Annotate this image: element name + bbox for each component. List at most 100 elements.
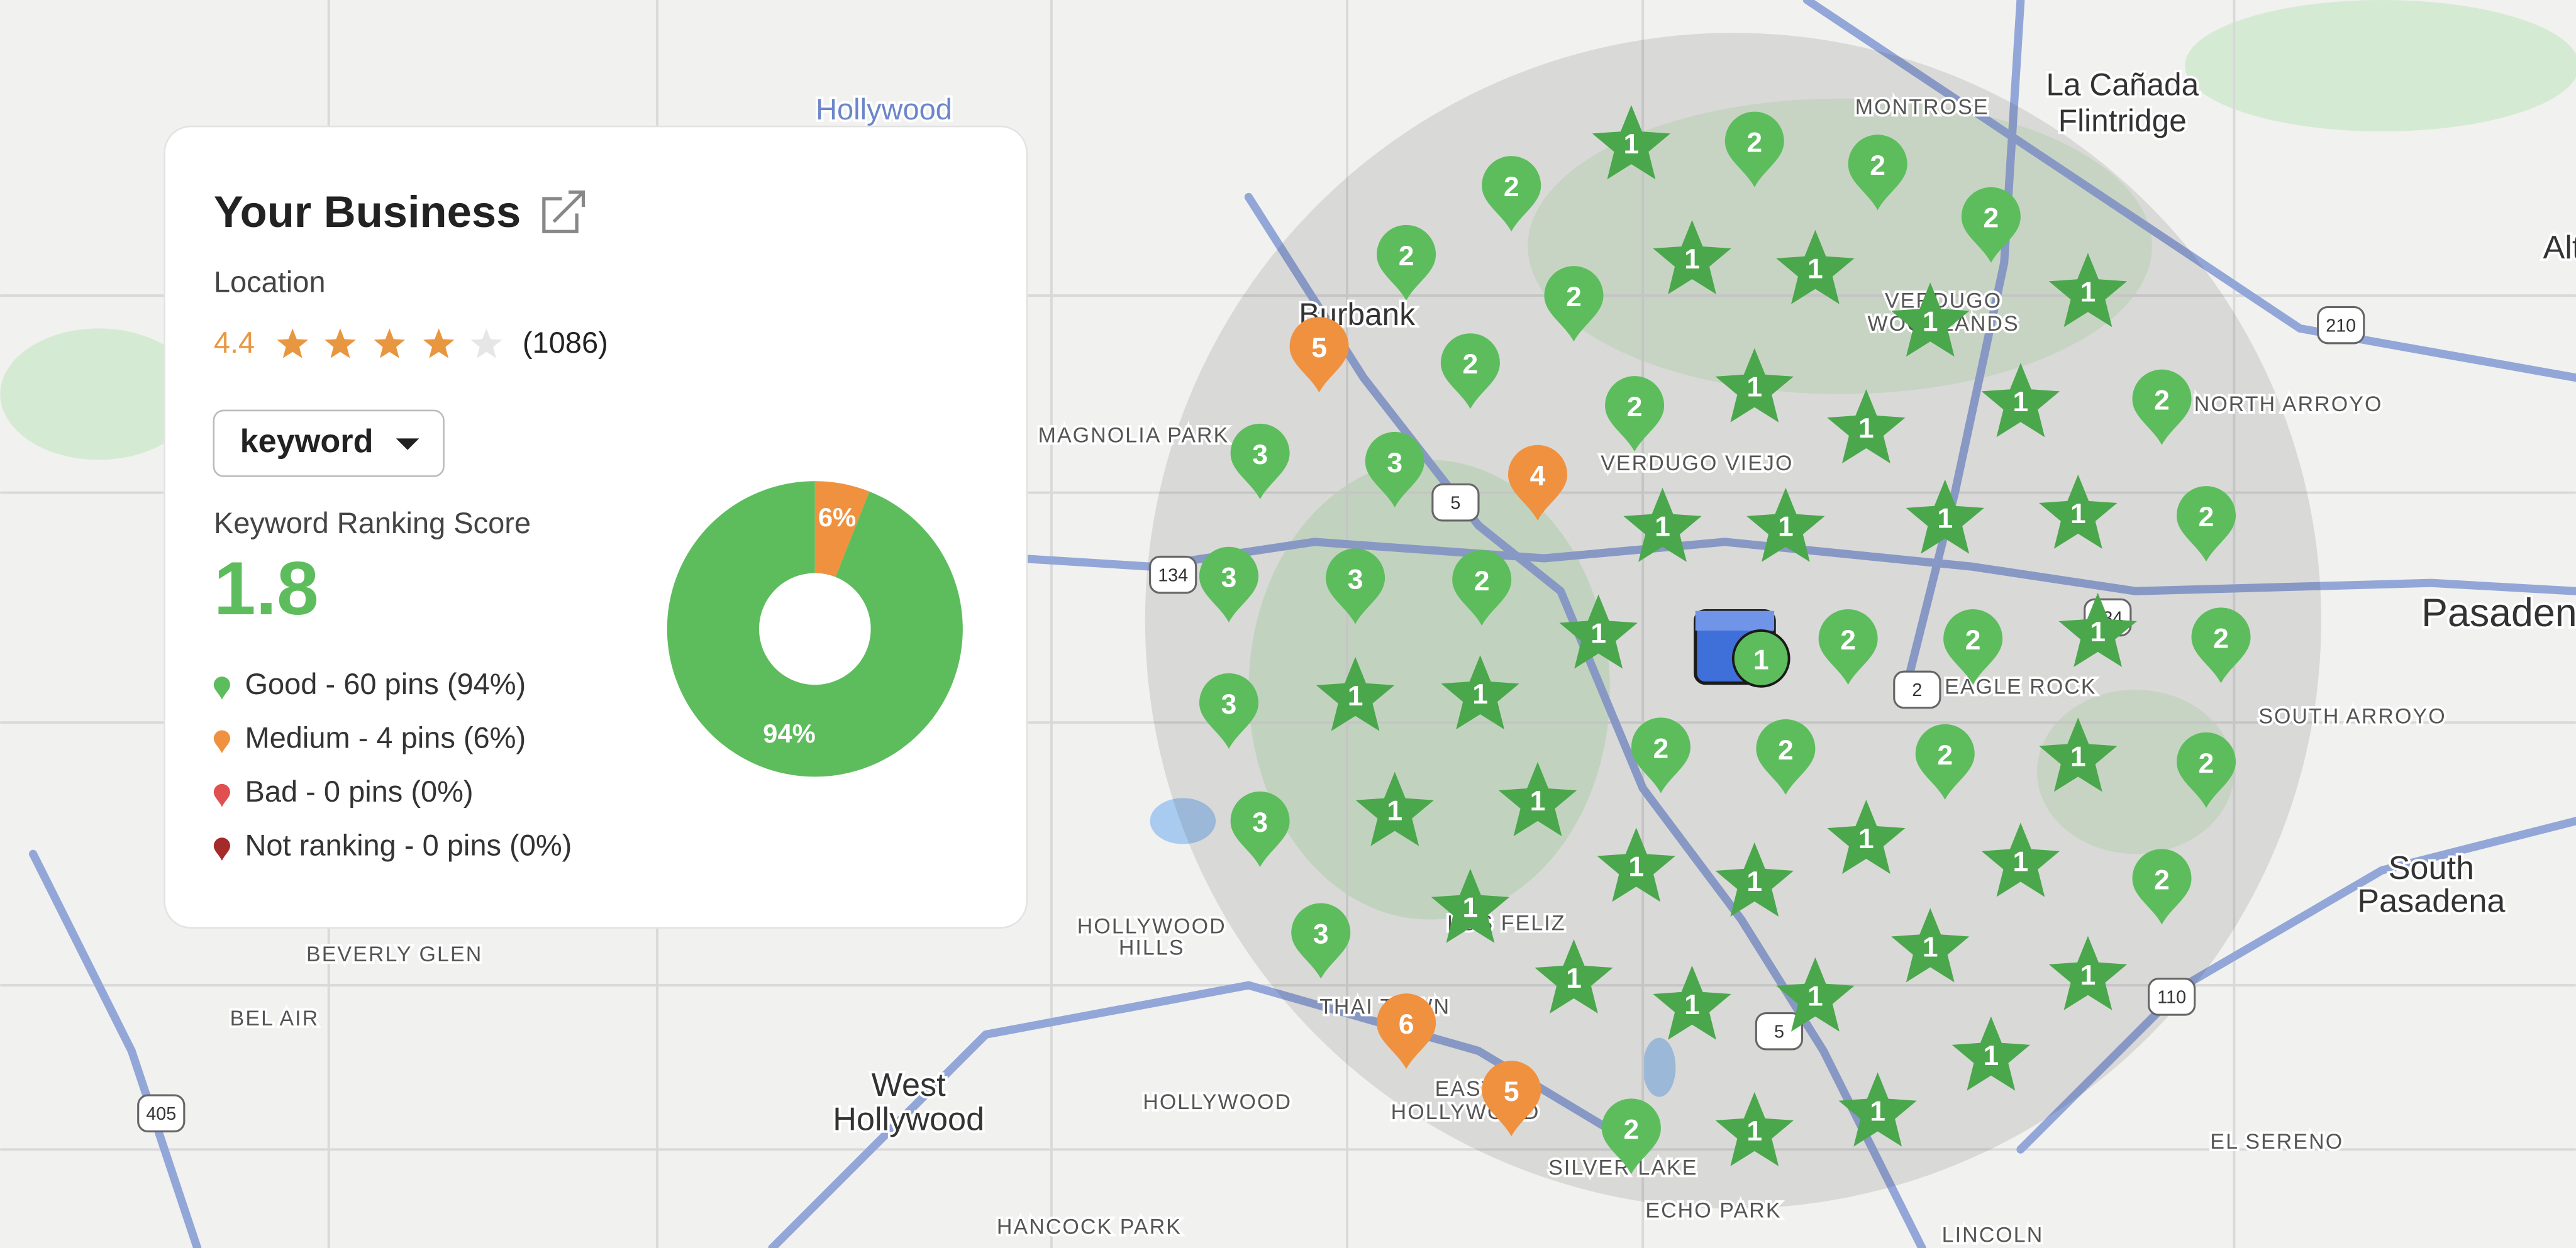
pin-rank: 1 — [2080, 277, 2096, 307]
rank-pin[interactable]: 1 — [1715, 1091, 1794, 1166]
pin-drop — [1482, 156, 1541, 232]
rank-pin[interactable]: 1 — [2048, 936, 2128, 1010]
rank-pin[interactable]: 2 — [1943, 609, 2003, 685]
rank-pin[interactable]: 1 — [1827, 799, 1906, 875]
rank-pin[interactable]: 5 — [1289, 317, 1349, 393]
rank-pin[interactable]: 1 — [1653, 219, 1731, 295]
rank-pin[interactable]: 1 — [2058, 592, 2137, 667]
freeway — [1244, 192, 1926, 1248]
pin-rank: 1 — [1778, 512, 1794, 543]
dropdown-box[interactable] — [213, 409, 445, 477]
rank-pin[interactable]: 2 — [1818, 609, 1878, 685]
rank-pin[interactable]: 3 — [1291, 903, 1351, 979]
route-shield — [1149, 555, 1197, 594]
legend-label: Bad - 0 pins (0%) — [245, 775, 473, 808]
rank-pin[interactable]: 4 — [1507, 445, 1568, 521]
rating-star — [374, 328, 406, 358]
rank-pin[interactable]: 1 — [1592, 105, 1671, 180]
rank-pin[interactable]: 1 — [1597, 827, 1675, 902]
keyword-dropdown[interactable]: keyword — [213, 409, 445, 477]
rank-pin[interactable]: 1 — [1981, 822, 2060, 897]
rank-pin[interactable]: 6 — [1377, 993, 1436, 1069]
rank-pin[interactable]: 1 — [1746, 487, 1825, 562]
rank-pin[interactable]: 1 — [2048, 253, 2128, 328]
rank-pin[interactable]: 2 — [1631, 717, 1690, 793]
route-shield — [1755, 1012, 1804, 1051]
legend-marker — [213, 783, 230, 807]
pin-rank: 1 — [1655, 512, 1670, 543]
rank-pin[interactable]: 1 — [1776, 229, 1855, 304]
rank-pin[interactable]: 1 — [2039, 717, 2118, 792]
rank-pin[interactable]: 2 — [2177, 486, 2236, 562]
rank-pin[interactable]: 1 — [1498, 761, 1577, 836]
rank-pin[interactable]: 2 — [1440, 333, 1500, 409]
rank-pin[interactable]: 1 — [1981, 363, 2060, 438]
rank-pin[interactable]: 2 — [1544, 266, 1604, 342]
rank-pin[interactable]: 2 — [1756, 719, 1816, 795]
rank-pin[interactable]: 3 — [1230, 791, 1290, 868]
rank-pin[interactable]: 3 — [1326, 548, 1385, 624]
rank-pin[interactable]: 2 — [1848, 135, 1907, 211]
rank-pin[interactable]: 2 — [1601, 1098, 1661, 1174]
rank-pin[interactable]: 1 — [1951, 1016, 2031, 1091]
pin-star — [1592, 105, 1671, 180]
pin-star — [1951, 1016, 2031, 1091]
rank-pin[interactable]: 1 — [1827, 389, 1906, 464]
rank-pin[interactable]: 1 — [1355, 771, 1434, 846]
rank-pin[interactable]: 2 — [2132, 369, 2192, 445]
route-number: 110 — [2157, 988, 2186, 1008]
rank-pin[interactable]: 2 — [2191, 607, 2251, 683]
pin-star — [1715, 1091, 1794, 1166]
pin-drop — [1199, 673, 1258, 749]
rank-pin[interactable]: 5 — [1482, 1061, 1541, 1137]
pin-rank: 2 — [1653, 733, 1669, 764]
rank-pin[interactable]: 3 — [1199, 673, 1258, 749]
pin-drop — [1756, 719, 1816, 795]
rank-pin[interactable]: 1 — [1891, 282, 1970, 357]
rank-pin[interactable]: 1 — [1559, 594, 1638, 669]
rank-pin[interactable]: 3 — [1199, 546, 1258, 622]
park — [0, 328, 197, 460]
pin-rank: 2 — [2199, 502, 2214, 533]
rank-pin[interactable]: 1 — [1731, 629, 1790, 688]
external-link-icon[interactable] — [542, 190, 586, 233]
pin-rank: 1 — [1348, 681, 1363, 712]
rank-pin[interactable]: 3 — [1230, 423, 1290, 499]
rank-pin[interactable]: 1 — [1715, 842, 1794, 917]
rank-pin[interactable]: 1 — [1776, 957, 1855, 1032]
rank-pin[interactable]: 2 — [1915, 724, 1975, 800]
rank-pin[interactable]: 2 — [1452, 549, 1512, 626]
rank-pin[interactable]: 2 — [1482, 156, 1541, 232]
external-link[interactable] — [542, 190, 586, 233]
rank-pin[interactable]: 1 — [1623, 487, 1702, 562]
rank-pin[interactable]: 2 — [2177, 732, 2236, 809]
rank-pin[interactable]: 1 — [1838, 1072, 1917, 1147]
rank-pin[interactable]: 1 — [1906, 479, 1984, 554]
rank-pin[interactable]: 2 — [1377, 224, 1436, 301]
pin-drop — [1605, 376, 1665, 452]
rank-pin[interactable]: 1 — [1535, 939, 1613, 1014]
rank-pin[interactable]: 2 — [1605, 376, 1665, 452]
rank-pin[interactable]: 1 — [1316, 656, 1395, 731]
pin-star — [2039, 717, 2118, 792]
rank-pin[interactable]: 1 — [1431, 868, 1510, 943]
score-value: 1.8 — [214, 546, 319, 631]
pin-rank: 1 — [1684, 990, 1700, 1020]
rank-pin[interactable]: 1 — [1715, 348, 1794, 422]
pin-rank: 1 — [1684, 244, 1700, 275]
rank-pin[interactable]: 2 — [2132, 849, 2192, 925]
rank-pin[interactable]: 2 — [1961, 187, 2021, 263]
rank-pin[interactable]: 1 — [2039, 474, 2118, 549]
rank-pin[interactable]: 1 — [1653, 965, 1731, 1040]
dropdown-caret[interactable] — [396, 438, 419, 450]
pin-drop — [1482, 1061, 1541, 1137]
dropdown-label[interactable]: keyword — [240, 423, 374, 460]
route-number: 5 — [1450, 493, 1460, 513]
route-shield — [2317, 306, 2365, 345]
rank-pin[interactable]: 1 — [1441, 655, 1519, 730]
rating-star — [325, 328, 356, 358]
rank-pin[interactable]: 1 — [1891, 908, 1970, 983]
rank-pin[interactable]: 3 — [1365, 431, 1424, 508]
rank-pin[interactable]: 2 — [1724, 111, 1784, 187]
route-number: 405 — [146, 1104, 176, 1124]
